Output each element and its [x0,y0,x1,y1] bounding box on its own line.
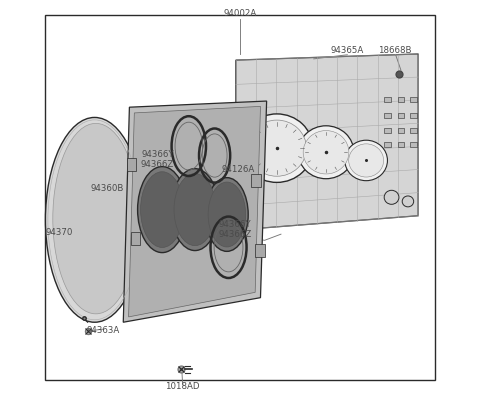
Ellipse shape [345,140,387,181]
Text: 94366Z: 94366Z [140,159,174,169]
Text: 18668B: 18668B [378,46,411,55]
Text: 94370: 94370 [45,228,72,237]
Text: 94366Y: 94366Y [141,150,174,159]
Bar [384,97,391,102]
Bar [252,174,261,187]
Ellipse shape [205,178,248,252]
Bar [255,244,264,257]
Text: 1018AD: 1018AD [166,383,200,391]
Ellipse shape [138,166,187,253]
Bar [384,142,391,147]
Ellipse shape [348,144,384,177]
Text: 94363A: 94363A [86,326,120,335]
Text: 94366Z: 94366Z [219,230,252,239]
Bar [398,113,404,118]
Bar [410,113,417,118]
Bar [410,97,417,102]
Text: 94126A: 94126A [222,165,255,174]
Ellipse shape [46,118,144,322]
Bar [410,142,417,147]
Bar [410,128,417,133]
Ellipse shape [208,182,246,247]
Ellipse shape [247,120,306,176]
Ellipse shape [141,172,184,247]
Ellipse shape [171,169,219,251]
Bar [384,128,391,133]
Text: 94360B: 94360B [90,184,123,193]
Bar [131,232,141,245]
Bar [46,15,434,380]
Text: 94002A: 94002A [223,9,257,18]
Ellipse shape [241,114,313,182]
Polygon shape [129,106,261,317]
Bar [398,128,404,133]
Text: 94366Y: 94366Y [219,220,252,229]
Polygon shape [236,54,418,230]
Ellipse shape [384,190,399,204]
Bar [398,97,404,102]
Ellipse shape [303,131,349,174]
Polygon shape [123,101,266,322]
Bar [127,158,136,171]
Ellipse shape [53,123,139,314]
Bar [398,142,404,147]
Ellipse shape [402,196,414,207]
Bar [384,113,391,118]
Ellipse shape [174,173,216,246]
Ellipse shape [298,126,354,179]
Text: 94365A: 94365A [331,46,364,55]
